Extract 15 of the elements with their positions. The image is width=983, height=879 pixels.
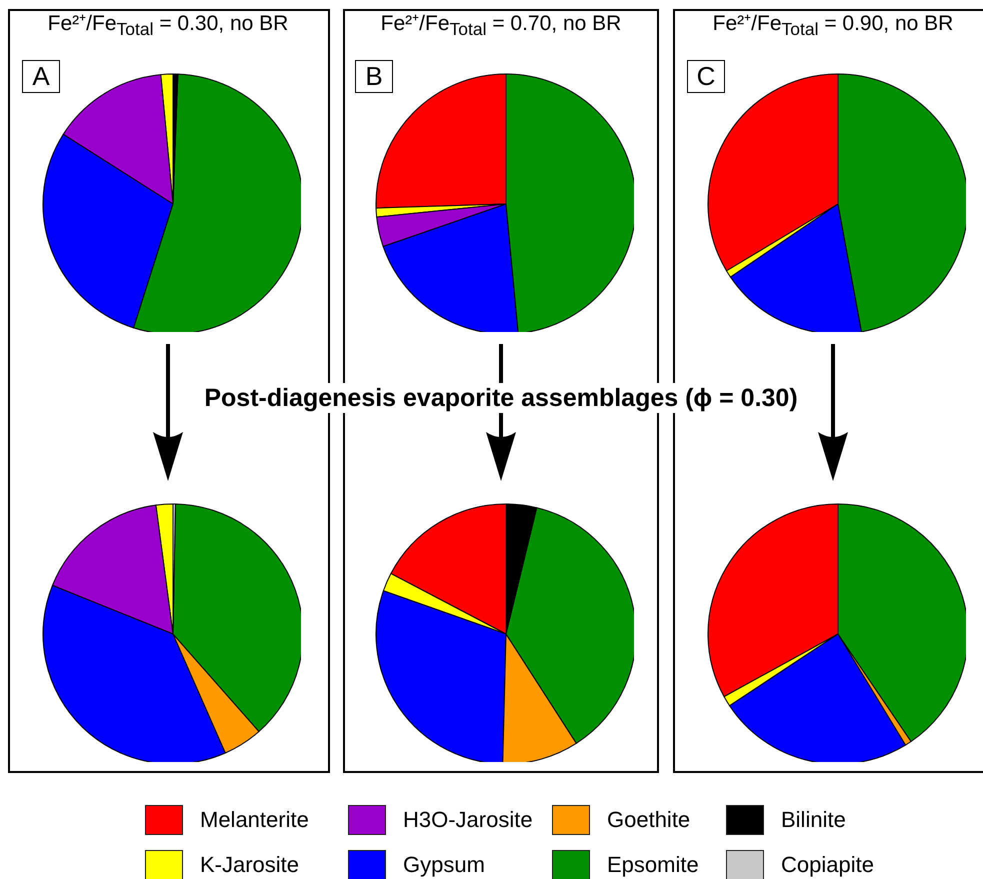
text: C [687,60,725,93]
legend-label: H3O-Jarosite [403,807,533,833]
chart-title: Fe²⁺/Fe$_{Total}$ = 0.90, no BR [712,11,954,42]
legend-label: Copiapite [781,852,874,878]
legend-label: Bilinite [781,807,846,833]
chart-title: Fe²⁺/Fe$_{Total}$ = 0.70, no BR [380,11,622,42]
legend-label: Melanterite [200,807,309,833]
chart-title: Post-diagenesis evaporite assemblages (ϕ = 0.30) [198,383,804,413]
legend-label: Epsomite [607,852,699,878]
text: B [355,60,393,93]
text: A [22,60,60,93]
chart-title: Fe²⁺/Fe$_{Total}$ = 0.30, no BR [46,11,290,42]
legend-label: Gypsum [403,852,485,878]
legend-label: Goethite [607,807,690,833]
legend-label: K-Jarosite [200,852,300,878]
